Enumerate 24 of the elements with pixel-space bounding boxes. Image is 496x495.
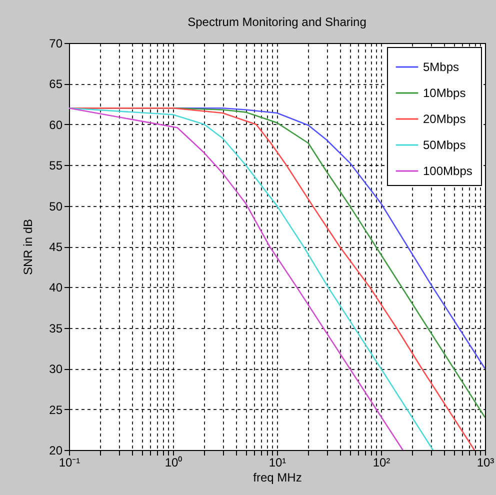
y-tick-label: 65 <box>49 77 63 92</box>
legend-label: 5Mbps <box>423 60 460 74</box>
x-tick-label: 10¹ <box>268 456 286 470</box>
x-axis-title: freq MHz <box>253 470 302 484</box>
legend-label: 10Mbps <box>423 86 466 100</box>
y-tick-label: 35 <box>49 321 63 336</box>
y-tick-label: 60 <box>49 118 63 132</box>
y-tick-label: 25 <box>49 402 63 417</box>
x-tick-label: 10² <box>372 456 390 470</box>
y-axis-title: SNR in dB <box>21 218 36 276</box>
legend-label: 100Mbps <box>423 164 472 178</box>
x-tick-label: 10⁰ <box>164 456 182 470</box>
y-tick-label: 40 <box>49 280 63 295</box>
y-tick-label: 50 <box>49 199 63 214</box>
y-tick-label: 30 <box>49 362 63 376</box>
x-tick-label: 10⁻¹ <box>58 456 80 470</box>
legend-label: 20Mbps <box>423 112 466 126</box>
chart-title: Spectrum Monitoring and Sharing <box>188 15 366 29</box>
y-tick-label: 70 <box>49 36 63 50</box>
x-tick-label: 10³ <box>476 456 494 470</box>
y-tick-label: 55 <box>49 158 63 173</box>
legend-label: 50Mbps <box>423 138 466 152</box>
y-tick-label: 45 <box>49 240 63 254</box>
y-tick-label: 20 <box>49 444 63 458</box>
